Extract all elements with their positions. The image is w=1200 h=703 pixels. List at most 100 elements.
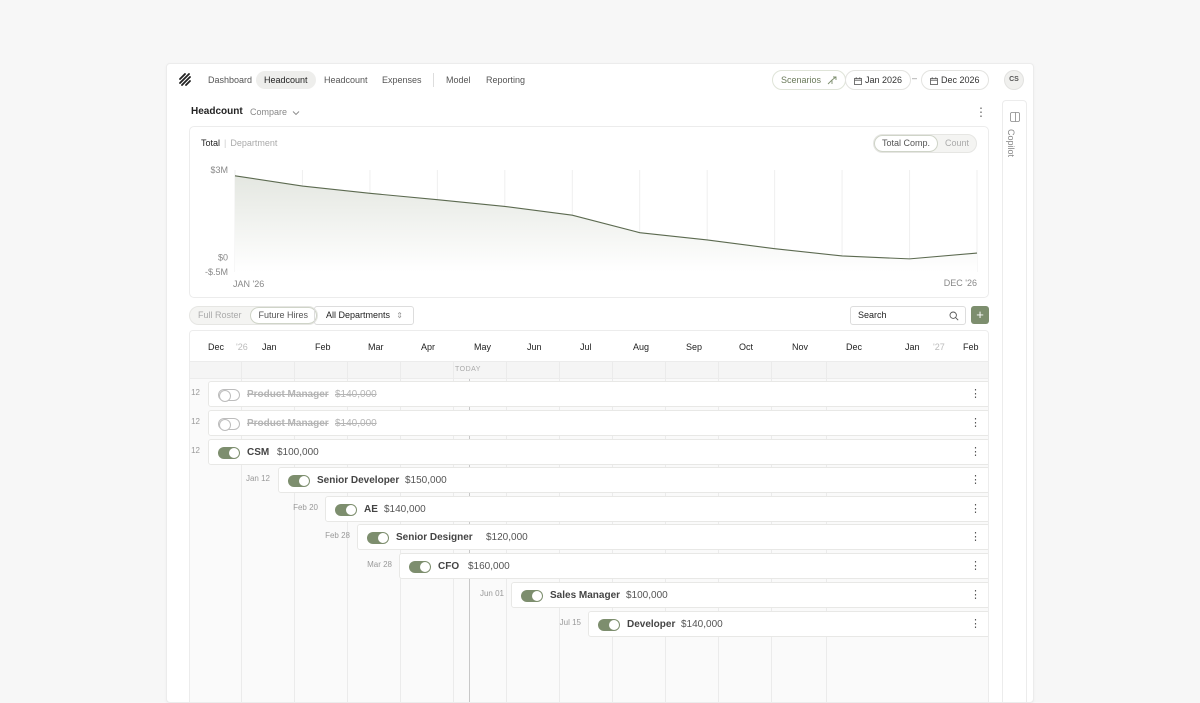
chart-card: Total|Department Total Comp.Count $3M$0-… xyxy=(189,126,989,298)
hire-row[interactable]: Senior Designer$120,000⋮ xyxy=(357,524,989,550)
start-date-value: Jan 2026 xyxy=(865,75,902,85)
row-more-icon[interactable]: ⋮ xyxy=(970,502,981,515)
compare-dropdown[interactable]: Compare xyxy=(250,107,300,117)
hire-role: Product Manager xyxy=(247,418,329,429)
hire-role: CSM xyxy=(247,447,269,458)
hire-enabled-toggle[interactable] xyxy=(409,561,431,573)
year-label: '26 xyxy=(236,342,248,352)
row-start-date: Jun 01 xyxy=(480,589,504,598)
calendar-icon xyxy=(854,77,862,85)
hire-enabled-toggle[interactable] xyxy=(218,389,240,401)
month-label: Dec xyxy=(208,342,224,352)
hire-row[interactable]: Developer $140,000 ⋮ xyxy=(588,611,989,637)
hire-row[interactable]: Sales Manager$100,000⋮ xyxy=(511,582,989,608)
hire-salary: $140,000 xyxy=(681,619,723,630)
logo-icon[interactable] xyxy=(178,73,192,87)
month-label: Dec xyxy=(846,342,862,352)
hire-salary: $140,000 xyxy=(335,418,377,429)
full-roster-option[interactable]: Full Roster xyxy=(190,308,250,325)
more-options-icon[interactable]: ⋮ xyxy=(975,105,987,119)
hire-enabled-toggle[interactable] xyxy=(521,590,543,602)
department-select-value: All Departments xyxy=(326,310,390,320)
row-start-date: Jan 12 xyxy=(189,388,200,397)
year-label: '27 xyxy=(933,342,945,352)
hire-salary: $100,000 xyxy=(626,590,668,601)
row-more-icon[interactable]: ⋮ xyxy=(970,473,981,486)
month-label: Nov xyxy=(792,342,808,352)
hire-row[interactable]: Product Manager $140,000 ⋮ xyxy=(208,381,989,407)
nav-headcount[interactable]: Headcount xyxy=(316,71,376,89)
hire-role: Developer xyxy=(627,619,675,630)
search-icon xyxy=(949,311,959,321)
month-label: Jan xyxy=(262,342,277,352)
branch-icon xyxy=(827,76,837,85)
nav-headcount-active[interactable]: Headcount xyxy=(256,71,316,89)
hire-role: Senior Developer xyxy=(317,475,399,486)
department-select[interactable]: All Departments ⇕ xyxy=(314,306,414,325)
nav-dashboard[interactable]: Dashboard xyxy=(200,71,260,89)
hire-enabled-toggle[interactable] xyxy=(598,619,620,631)
row-start-date: Jul 15 xyxy=(560,618,581,627)
hire-row[interactable]: Senior Developer $150,000 ⋮ xyxy=(278,467,989,493)
row-more-icon[interactable]: ⋮ xyxy=(970,416,981,429)
scenarios-button[interactable]: Scenarios xyxy=(772,70,846,90)
chevron-down-icon xyxy=(292,110,300,116)
row-start-date: Jan 12 xyxy=(189,446,200,455)
hire-salary: $120,000 xyxy=(486,532,528,543)
user-avatar[interactable]: CS xyxy=(1004,70,1024,90)
add-hire-button[interactable]: + xyxy=(971,306,989,324)
nav-model[interactable]: Model xyxy=(438,71,479,89)
row-more-icon[interactable]: ⋮ xyxy=(970,530,981,543)
nav-reporting[interactable]: Reporting xyxy=(478,71,533,89)
hire-role: Product Manager xyxy=(247,389,329,400)
hire-row[interactable]: AE$140,000⋮ xyxy=(325,496,989,522)
hire-salary: $100,000 xyxy=(277,447,319,458)
hire-row[interactable]: CSM $100,000 ⋮ xyxy=(208,439,989,465)
hire-row[interactable]: Product Manager $140,000 ⋮ xyxy=(208,410,989,436)
hire-enabled-toggle[interactable] xyxy=(335,504,357,516)
row-more-icon[interactable]: ⋮ xyxy=(970,445,981,458)
future-hires-option[interactable]: Future Hires xyxy=(250,307,318,324)
hire-salary: $150,000 xyxy=(405,475,447,486)
end-date-value: Dec 2026 xyxy=(941,75,980,85)
select-arrows-icon: ⇕ xyxy=(396,307,403,324)
month-label: Jul xyxy=(580,342,592,352)
row-more-icon[interactable]: ⋮ xyxy=(970,559,981,572)
month-label: Feb xyxy=(315,342,331,352)
today-label: TODAY xyxy=(455,366,481,373)
compare-label: Compare xyxy=(250,107,287,117)
month-label: Sep xyxy=(686,342,702,352)
month-label: Feb xyxy=(963,342,979,352)
month-label: Oct xyxy=(739,342,753,352)
copilot-panel[interactable]: Copilot xyxy=(1002,100,1027,703)
row-more-icon[interactable]: ⋮ xyxy=(970,387,981,400)
month-label: Aug xyxy=(633,342,649,352)
hire-salary: $140,000 xyxy=(335,389,377,400)
end-date-picker[interactable]: Dec 2026 xyxy=(921,70,989,90)
search-input[interactable]: Search xyxy=(850,306,966,325)
panel-toggle-icon[interactable] xyxy=(1010,112,1020,122)
x-start-label: JAN '26 xyxy=(233,279,264,289)
row-start-date: Feb 28 xyxy=(325,531,350,540)
nav-divider xyxy=(433,73,434,87)
hire-row[interactable]: CFO$160,000⋮ xyxy=(399,553,989,579)
hire-enabled-toggle[interactable] xyxy=(367,532,389,544)
date-range-separator: – xyxy=(912,73,917,83)
hire-enabled-toggle[interactable] xyxy=(288,475,310,487)
start-date-picker[interactable]: Jan 2026 xyxy=(845,70,911,90)
row-more-icon[interactable]: ⋮ xyxy=(970,617,981,630)
top-nav: Dashboard Headcount Headcount Expenses M… xyxy=(167,64,1034,96)
nav-expenses[interactable]: Expenses xyxy=(374,71,430,89)
hire-enabled-toggle[interactable] xyxy=(218,418,240,430)
today-band: TODAY xyxy=(190,362,989,379)
x-end-label: DEC '26 xyxy=(944,278,977,288)
row-more-icon[interactable]: ⋮ xyxy=(970,588,981,601)
page-title: Headcount xyxy=(191,106,243,117)
row-start-date: Jan 12 xyxy=(246,474,270,483)
hire-enabled-toggle[interactable] xyxy=(218,447,240,459)
y-tick-label: $3M xyxy=(210,165,228,175)
